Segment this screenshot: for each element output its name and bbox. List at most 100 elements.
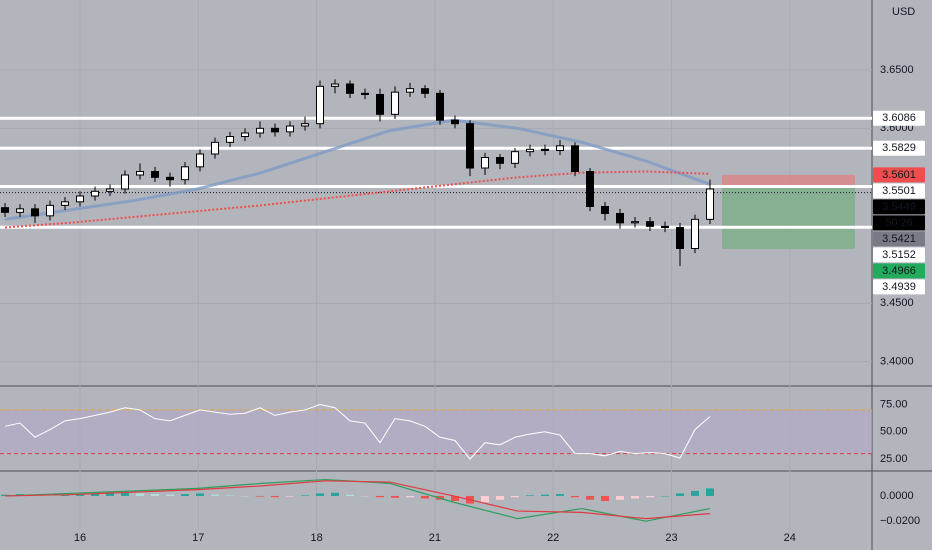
stop-zone	[722, 174, 855, 187]
candle-body	[361, 92, 369, 96]
price-label-bg	[873, 279, 925, 295]
macd-signal-line	[4, 480, 711, 520]
candle-body	[406, 88, 414, 93]
macd-histogram-bar	[526, 495, 534, 496]
price-label-bg	[873, 199, 925, 215]
rsi-line	[4, 403, 711, 460]
macd-histogram-bar	[376, 495, 384, 498]
price-label: 3.5421	[882, 233, 916, 245]
macd-tick-label: −0.0200	[880, 515, 920, 527]
macd-histogram-bar	[571, 495, 579, 498]
macd-histogram-bar	[121, 492, 129, 496]
candle-body	[286, 125, 294, 133]
macd-histogram-bar	[1, 494, 9, 496]
price-label-bg	[873, 231, 925, 247]
candle-body	[346, 83, 354, 94]
candle-body	[391, 91, 399, 115]
candle-body	[466, 123, 474, 169]
target-zone	[722, 186, 855, 249]
macd-histogram-bar	[181, 494, 189, 496]
candle-body	[496, 157, 504, 164]
macd-tick-label: 0.0000	[880, 490, 914, 502]
candle-body	[676, 227, 684, 249]
macd-histogram-bar	[346, 494, 354, 496]
macd-histogram-bar	[256, 495, 264, 497]
countdown-bg	[873, 215, 925, 231]
x-tick-label: 16	[74, 532, 86, 544]
x-tick-label: 22	[547, 532, 559, 544]
price-label-bg	[873, 263, 925, 279]
macd-histogram-bar	[361, 495, 369, 497]
macd-histogram-bar	[286, 495, 294, 497]
candle-body	[646, 221, 654, 227]
macd-histogram-bar	[541, 494, 549, 496]
y-tick-label: 3.4000	[880, 356, 914, 368]
price-label: 3.5601	[882, 169, 916, 181]
candle-body	[451, 119, 459, 125]
price-label: 3.5829	[882, 142, 916, 154]
candle-body	[316, 85, 324, 125]
candle-body	[61, 201, 69, 206]
macd-histogram-bar	[196, 493, 204, 496]
price-label: 3.5449	[882, 201, 916, 213]
macd-histogram-bar	[511, 495, 519, 498]
candle-body	[196, 153, 204, 168]
price-label-bg	[873, 140, 925, 156]
candle-body	[481, 157, 489, 169]
candle-body	[166, 176, 174, 181]
price-label-bg	[873, 247, 925, 263]
price-label: 3.4966	[882, 265, 916, 277]
macd-histogram-bar	[691, 490, 699, 496]
candle-body	[601, 206, 609, 214]
countdown: 50:26	[885, 217, 913, 229]
macd-histogram-bar	[76, 494, 84, 496]
macd-histogram-bar	[601, 495, 609, 501]
candle-body	[526, 148, 534, 153]
candle-body	[691, 218, 699, 249]
rsi-band	[0, 409, 872, 454]
macd-histogram-bar	[661, 495, 669, 497]
price-label: 3.5501	[882, 185, 916, 197]
x-tick-label: 24	[784, 532, 796, 544]
candle-body	[331, 83, 339, 87]
macd-histogram-bar	[151, 494, 159, 496]
price-label-bg	[873, 167, 925, 183]
candle-body	[226, 136, 234, 143]
macd-histogram-bar	[406, 495, 414, 498]
candle-body	[661, 225, 669, 228]
macd-histogram-bar	[481, 495, 489, 503]
macd-histogram-bar	[496, 495, 504, 500]
price-label: 3.4939	[882, 281, 916, 293]
rsi-tick-label: 50.00	[880, 426, 908, 438]
candle-body	[241, 132, 249, 137]
macd-histogram-bar	[421, 495, 429, 499]
candle-body	[31, 208, 39, 217]
candle-body	[151, 171, 159, 178]
candle-body	[571, 145, 579, 172]
macd-histogram-bar	[706, 488, 714, 496]
candle-body	[271, 127, 279, 133]
candle-body	[706, 188, 714, 220]
candle-body	[256, 127, 264, 134]
macd-histogram-bar	[241, 495, 249, 497]
rsi-tick-label: 25.00	[880, 453, 908, 465]
x-tick-label: 21	[429, 532, 441, 544]
candle-body	[586, 171, 594, 207]
macd-histogram-bar	[391, 495, 399, 498]
candle-body	[1, 207, 9, 213]
candle-body	[121, 174, 129, 190]
candle-body	[556, 145, 564, 151]
candle-body	[376, 94, 384, 115]
y-tick-label: 3.4500	[880, 297, 914, 309]
macd-histogram-bar	[106, 493, 114, 496]
candle-body	[136, 171, 144, 176]
candle-body	[436, 92, 444, 121]
macd-histogram-bar	[271, 495, 279, 498]
x-tick-label: 23	[665, 532, 677, 544]
price-label-bg	[873, 183, 925, 199]
candle-body	[511, 151, 519, 164]
moving-average	[4, 170, 711, 229]
candle-body	[301, 123, 309, 127]
